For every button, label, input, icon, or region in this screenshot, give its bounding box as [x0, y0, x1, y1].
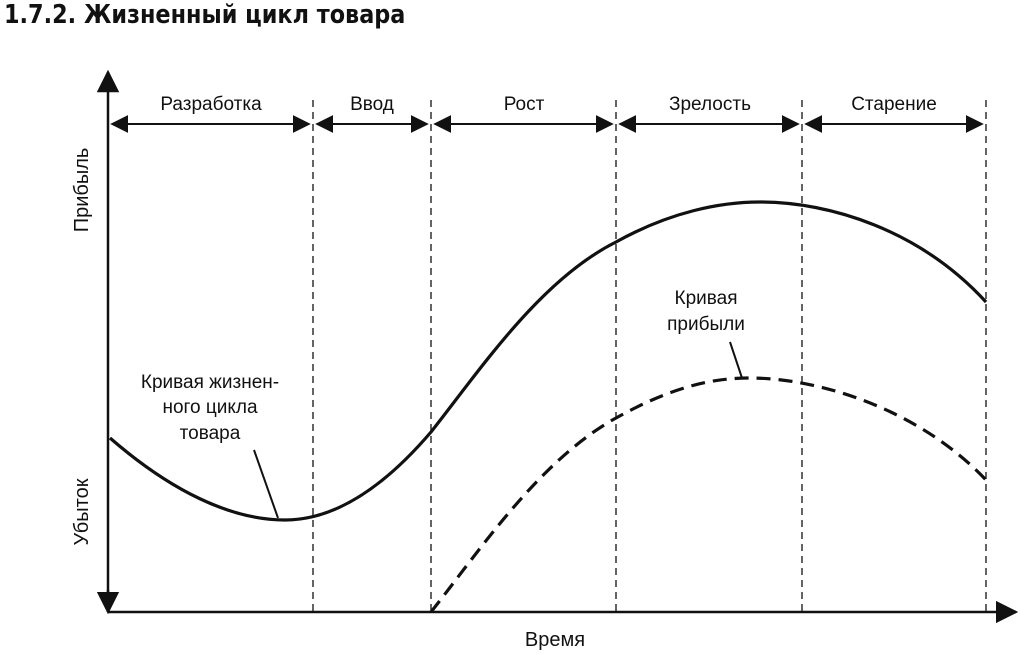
lifecycle-annotation-line-3: товара: [180, 423, 241, 444]
stage-label-development: Разработка: [160, 94, 262, 115]
lifecycle-curve: [108, 200, 988, 522]
lifecycle-annotation-leader: [253, 449, 279, 519]
profit-annotation-leader: [729, 341, 743, 379]
profit-curve: [429, 376, 988, 613]
stage-label-introduction: Ввод: [350, 94, 394, 115]
stage-dividers: [312, 100, 987, 612]
profit-annotation-line-1: Кривая: [675, 288, 738, 309]
lifecycle-annotation-line-1: Кривая жизнен-: [141, 372, 279, 393]
page-title: 1.7.2. Жизненный цикл товара: [4, 0, 406, 30]
y-axis-label-loss: Убыток: [71, 478, 93, 545]
lifecycle-annotation-line-2: ного цикла: [162, 397, 258, 418]
profit-annotation-line-2: прибыли: [667, 314, 745, 335]
stage-label-growth: Рост: [504, 94, 545, 115]
y-axis-label-profit: Прибыль: [71, 148, 93, 233]
x-axis-label-time: Время: [525, 629, 585, 651]
stage-label-maturity: Зрелость: [669, 94, 751, 115]
stage-label-decline: Старение: [851, 94, 937, 115]
